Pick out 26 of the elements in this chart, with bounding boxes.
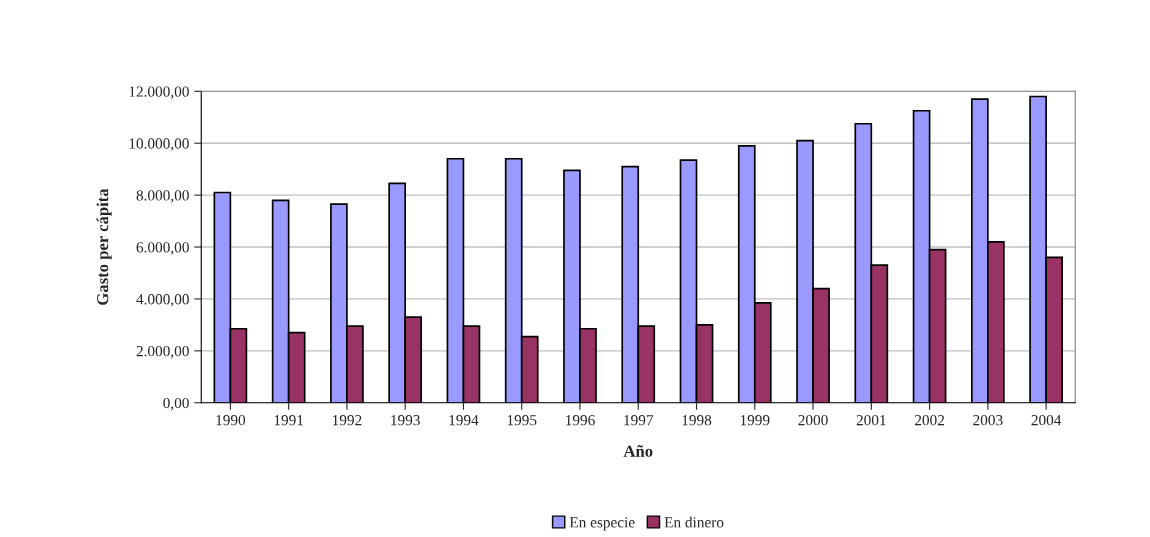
x-tick-label: 1998 bbox=[682, 415, 712, 426]
x-tick-label: 2002 bbox=[914, 415, 945, 426]
x-tick-label: 1990 bbox=[216, 415, 246, 426]
y-tick-label: 2.000,00 bbox=[136, 345, 189, 359]
y-tick-label: 0,00 bbox=[163, 397, 189, 411]
x-tick-label: 1995 bbox=[507, 415, 537, 426]
x-tick-label: 1997 bbox=[624, 415, 654, 426]
x-tick-label: 1993 bbox=[391, 415, 420, 426]
x-tick-label: 1994 bbox=[449, 415, 479, 426]
x-tick-label: 1999 bbox=[740, 415, 770, 426]
x-axis-title: Año bbox=[623, 445, 653, 457]
x-tick-label: 2004 bbox=[1031, 415, 1062, 426]
y-tick-label: 6.000,00 bbox=[136, 242, 189, 255]
y-axis-title: Gasto per cápita bbox=[96, 188, 112, 305]
legend-label: En especie bbox=[569, 517, 635, 531]
x-tick-label: 2001 bbox=[856, 415, 886, 426]
x-tick-label: 2000 bbox=[798, 415, 828, 426]
y-tick-label: 12.000,00 bbox=[129, 86, 189, 99]
y-tick-label: 8.000,00 bbox=[136, 190, 189, 203]
x-tick-label: 1991 bbox=[274, 415, 304, 426]
x-tick-label: 1992 bbox=[332, 415, 362, 426]
x-tick-label: 2003 bbox=[973, 415, 1003, 426]
x-tick-label: 1996 bbox=[566, 415, 595, 426]
legend-label: En dinero bbox=[664, 516, 724, 528]
y-tick-label: 10.000,00 bbox=[129, 138, 189, 151]
y-tick-label: 4.000,00 bbox=[136, 294, 189, 307]
